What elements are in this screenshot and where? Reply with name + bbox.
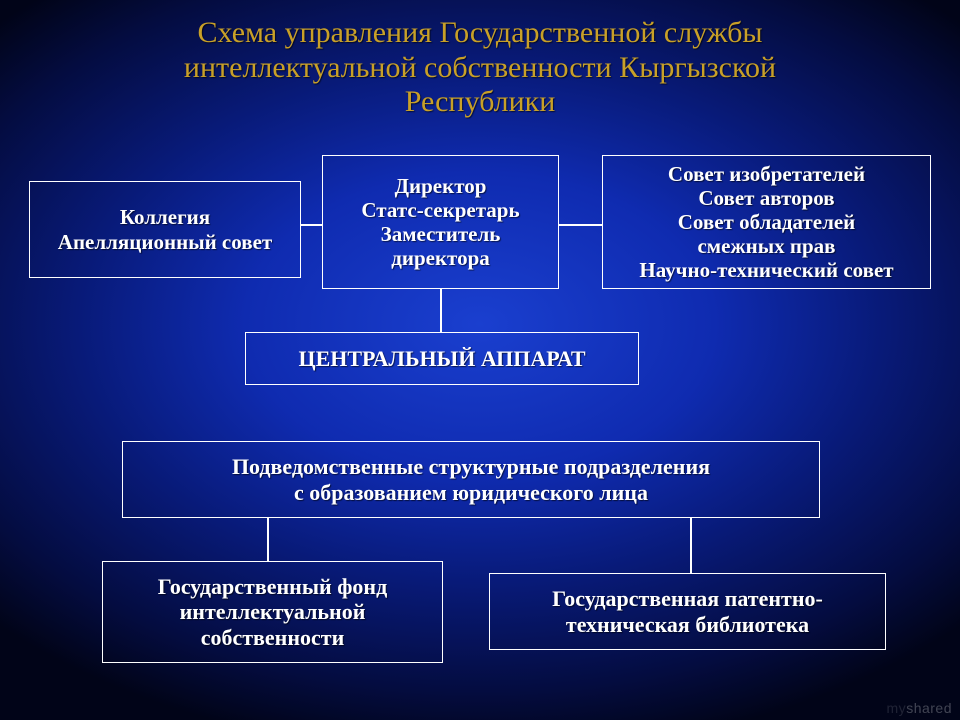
box-line: Директор bbox=[395, 174, 487, 198]
box-central-apparatus: ЦЕНТРАЛЬНЫЙ АППАРАТ bbox=[245, 332, 639, 385]
box-line: с образованием юридического лица bbox=[294, 480, 648, 505]
box-line: собственности bbox=[201, 625, 345, 650]
box-line: техническая библиотека bbox=[566, 612, 809, 637]
watermark-part-2: shared bbox=[906, 700, 952, 716]
box-line: Научно-технический совет bbox=[639, 258, 893, 282]
connector-line bbox=[301, 224, 322, 226]
watermark-part-1: my bbox=[887, 700, 907, 716]
box-line: ЦЕНТРАЛЬНЫЙ АППАРАТ bbox=[298, 346, 585, 371]
box-line: Заместитель bbox=[381, 222, 501, 246]
box-subordinate-units: Подведомственные структурные подразделен… bbox=[122, 441, 820, 518]
box-councils: Совет изобретателей Совет авторов Совет … bbox=[602, 155, 931, 289]
box-line: смежных прав bbox=[697, 234, 835, 258]
box-state-ip-fund: Государственный фонд интеллектуальной со… bbox=[102, 561, 443, 663]
title-line-3: Республики bbox=[30, 85, 930, 120]
box-line: Государственная патентно- bbox=[552, 586, 823, 611]
slide-title: Схема управления Государственной службы … bbox=[0, 16, 960, 120]
title-line-1: Схема управления Государственной службы bbox=[30, 16, 930, 51]
box-line: интеллектуальной bbox=[180, 599, 366, 624]
box-line: Совет изобретателей bbox=[668, 162, 865, 186]
box-collegium: Коллегия Апелляционный совет bbox=[29, 181, 301, 278]
box-line: директора bbox=[391, 246, 490, 270]
box-line: Статс-секретарь bbox=[361, 198, 519, 222]
box-line: Совет авторов bbox=[698, 186, 834, 210]
connector-line bbox=[440, 289, 442, 332]
connector-line bbox=[559, 224, 602, 226]
watermark: myshared bbox=[887, 700, 952, 716]
box-line: Государственный фонд bbox=[158, 574, 387, 599]
connector-line bbox=[690, 518, 692, 573]
box-line: Подведомственные структурные подразделен… bbox=[232, 454, 710, 479]
title-line-2: интеллектуальной собственности Кыргызско… bbox=[30, 51, 930, 86]
connector-line bbox=[267, 518, 269, 561]
box-line: Апелляционный совет bbox=[58, 230, 272, 254]
box-line: Коллегия bbox=[120, 205, 210, 229]
box-director: Директор Статс-секретарь Заместитель дир… bbox=[322, 155, 559, 289]
box-line: Совет обладателей bbox=[678, 210, 856, 234]
box-patent-library: Государственная патентно- техническая би… bbox=[489, 573, 886, 650]
